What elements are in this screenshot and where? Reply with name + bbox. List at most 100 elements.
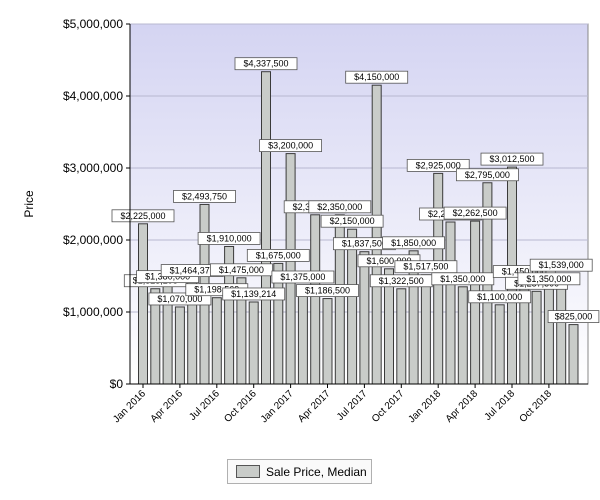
bar	[556, 272, 567, 385]
data-label-box	[547, 310, 600, 324]
data-label-text: $1,350,000	[526, 274, 571, 284]
data-label: $1,350,000	[431, 272, 495, 286]
data-label: $1,517,500	[394, 260, 458, 274]
data-label: $1,910,000	[197, 232, 261, 245]
x-tick-label: Jul 2018	[483, 388, 518, 423]
data-label-text: $1,186,500	[305, 286, 350, 296]
legend: Sale Price, Median	[227, 459, 372, 484]
data-label-box	[529, 258, 593, 272]
bar	[457, 286, 468, 385]
data-label: $1,322,500	[369, 274, 433, 288]
bar	[445, 221, 456, 385]
data-label-text: $2,493,750	[182, 191, 227, 201]
bar	[347, 228, 358, 385]
y-axis: $0 $1,000,000 $2,000,000 $3,000,000 $4,000,0…	[63, 17, 131, 391]
data-label-text: $2,350,000	[317, 202, 362, 212]
data-label: $1,539,000	[529, 258, 593, 272]
data-label-box	[197, 232, 261, 245]
data-label: $2,925,000	[406, 158, 470, 172]
data-label: $1,375,000	[271, 270, 335, 284]
data-label-box	[431, 272, 495, 286]
data-label-text: $4,337,500	[243, 59, 288, 69]
data-label-box	[111, 209, 175, 223]
data-label-box	[246, 248, 310, 262]
bar	[310, 214, 321, 385]
data-label: $1,139,214	[222, 287, 286, 301]
bar	[248, 301, 259, 385]
x-tick-label: Jan 2016	[111, 388, 148, 425]
data-label-text: $2,150,000	[330, 216, 375, 226]
bar	[420, 274, 431, 385]
bar	[396, 288, 407, 385]
y-tick-label: $5,000,000	[63, 17, 123, 31]
x-tick-label: Apr 2018	[444, 388, 481, 425]
data-label-box	[222, 287, 286, 301]
y-tick-label: $0	[110, 377, 124, 391]
y-tick-label: $3,000,000	[63, 161, 123, 175]
data-label-text: $1,139,214	[231, 289, 276, 299]
bar	[543, 286, 554, 385]
data-label: $2,795,000	[455, 168, 519, 182]
bar	[359, 251, 370, 385]
legend-label: Sale Price, Median	[266, 464, 367, 479]
bar	[297, 284, 308, 385]
bar	[568, 324, 579, 385]
data-label: $1,675,000	[246, 248, 310, 262]
data-label: $825,000	[547, 310, 600, 324]
x-tick-label: Oct 2017	[370, 388, 407, 425]
data-label-text: $2,262,500	[453, 208, 498, 218]
data-label: $4,337,500	[234, 57, 298, 71]
x-tick-label: Oct 2018	[518, 388, 555, 425]
data-label-text: $3,012,500	[489, 154, 534, 164]
x-axis: Jan 2016 Apr 2016 Jul 2016 Oct 2016 Jan 2017…	[111, 383, 588, 425]
data-label: $1,350,000	[517, 272, 581, 286]
bar	[174, 306, 185, 385]
data-label-box	[209, 263, 273, 277]
bar	[261, 71, 271, 385]
data-label-text: $1,100,000	[477, 292, 522, 302]
data-labels: $2,225,000$1,323,295$1,380,000$1,070,000…	[111, 57, 600, 324]
data-label-text: $1,910,000	[207, 233, 252, 243]
data-label-text: $1,198,569	[194, 285, 239, 295]
bar	[138, 223, 148, 385]
data-label: $4,150,000	[345, 70, 409, 84]
data-label-box	[406, 158, 470, 172]
data-label: $1,100,000	[468, 290, 532, 304]
x-tick-label: Apr 2017	[296, 388, 333, 425]
data-label: $3,200,000	[259, 139, 323, 153]
data-label-text: $4,150,000	[354, 72, 399, 82]
data-label: $2,262,500	[443, 206, 507, 220]
data-label-text: $1,539,000	[539, 260, 584, 270]
data-label-text: $2,225,000	[120, 211, 165, 221]
data-label-text: $1,450,000	[502, 267, 547, 277]
data-label-box	[480, 152, 544, 166]
data-label-text: $1,675,000	[256, 250, 301, 260]
bar	[211, 297, 222, 385]
data-label-text: $1,070,000	[157, 294, 202, 304]
data-label-box	[173, 190, 236, 203]
data-label-text: $1,475,000	[219, 265, 264, 275]
data-label-box	[320, 214, 384, 228]
x-tick-label: Jul 2016	[187, 388, 222, 423]
data-label-box	[468, 290, 532, 304]
legend-swatch	[236, 465, 260, 478]
bar	[322, 298, 333, 385]
data-label-text: $2,925,000	[416, 160, 461, 170]
data-label-text: $3,200,000	[268, 141, 313, 151]
data-label: $1,850,000	[382, 236, 446, 250]
y-tick-label: $2,000,000	[63, 233, 123, 247]
data-label-text: $1,600,000	[366, 256, 411, 266]
data-label-box	[443, 206, 507, 220]
data-label-box	[382, 236, 446, 250]
data-label-box	[345, 70, 409, 84]
y-axis-title: Price	[22, 190, 36, 218]
x-tick-label: Apr 2016	[149, 388, 186, 425]
data-label-text: $1,837,500	[342, 239, 387, 249]
data-label-text: $1,350,000	[440, 274, 485, 284]
y-tick-label: $1,000,000	[63, 305, 123, 319]
data-label-box	[455, 168, 519, 182]
bar	[494, 304, 505, 385]
x-tick-label: Jan 2018	[406, 388, 443, 425]
data-label-box	[308, 200, 372, 214]
